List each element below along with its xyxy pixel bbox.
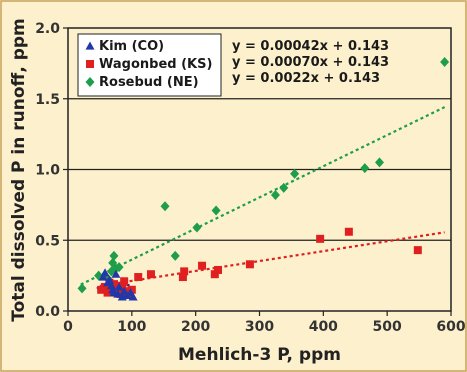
trendline-rosebud (80, 106, 446, 286)
diamond-point (270, 189, 280, 200)
x-tick-label: 500 (373, 319, 402, 335)
triangle-point (113, 289, 123, 298)
x-tick-label: 300 (245, 319, 274, 335)
diamond-point (109, 250, 119, 261)
triangle-point (100, 268, 110, 277)
x-tick-label: 100 (117, 319, 146, 335)
trendlines (80, 106, 446, 290)
legend-box (77, 33, 222, 97)
square-point (127, 285, 136, 294)
y-tick-label: 0.5 (35, 233, 60, 249)
equation-wagonbed: y = 0.00070x + 0.143 (232, 55, 389, 70)
square-point (103, 288, 112, 297)
legend-label-kim: Kim (CO) (99, 39, 164, 54)
diamond-point (77, 283, 87, 294)
x-tick-label: 200 (181, 319, 210, 335)
y-tick-label: 1.0 (35, 163, 60, 179)
trendline-equations: y = 0.00042x + 0.143 y = 0.00070x + 0.14… (232, 39, 389, 86)
legend-marker-triangle (85, 41, 95, 50)
square-point (214, 265, 223, 274)
legend-marker-square (86, 60, 94, 68)
y-tick-label: 1.5 (35, 92, 60, 108)
y-tick-label: 2.0 (35, 21, 60, 37)
square-point (413, 246, 422, 255)
square-point (210, 270, 219, 279)
diamond-point (192, 222, 202, 233)
diamond-point (440, 56, 450, 67)
legend-label-rosebud: Rosebud (NE) (99, 75, 199, 90)
legend: Kim (CO) Wagonbed (KS) Rosebud (NE) (77, 33, 222, 97)
square-point (146, 270, 155, 279)
equation-kim: y = 0.00042x + 0.143 (232, 39, 389, 54)
axis-ticks: 0.0 0.5 1.0 1.5 2.0 0 100 200 300 400 500 600 (35, 21, 466, 335)
diamond-point (160, 201, 170, 212)
x-axis-title: Mehlich-3 P, ppm (178, 345, 341, 365)
square-point (118, 282, 127, 291)
diamond-point (211, 205, 221, 216)
legend-markers (85, 41, 95, 87)
square-point (180, 267, 189, 276)
diamond-point (279, 182, 289, 193)
triangle-point (128, 292, 138, 301)
triangle-point (122, 290, 132, 300)
square-point (120, 277, 129, 286)
legend-marker-diamond (85, 77, 95, 87)
square-point (178, 273, 187, 282)
triangle-point (111, 269, 121, 278)
diamond-point (360, 163, 370, 174)
y-axis-title: Total dissolved P in runoff, ppm (9, 18, 29, 322)
triangle-point (104, 275, 114, 284)
legend-label-wagonbed: Wagonbed (KS) (99, 57, 212, 72)
square-point (245, 260, 254, 269)
x-tick-label: 0 (63, 319, 73, 335)
x-tick-label: 400 (309, 319, 338, 335)
square-point (316, 234, 325, 243)
diamond-point (170, 250, 180, 261)
diamond-point (114, 262, 124, 273)
square-point (344, 227, 353, 236)
square-point (198, 261, 207, 270)
equation-rosebud: y = 0.0022x + 0.143 (232, 71, 380, 86)
square-point (109, 280, 118, 289)
diamond-point (290, 168, 300, 179)
square-point (134, 273, 143, 282)
square-point (101, 282, 110, 291)
data-points (77, 56, 450, 301)
diamond-point (375, 157, 385, 168)
triangle-point (114, 282, 124, 291)
y-tick-label: 0.0 (35, 304, 60, 320)
x-tick-label: 600 (436, 319, 465, 335)
trendline-wagonbed (99, 231, 445, 287)
triangle-point (98, 272, 108, 281)
